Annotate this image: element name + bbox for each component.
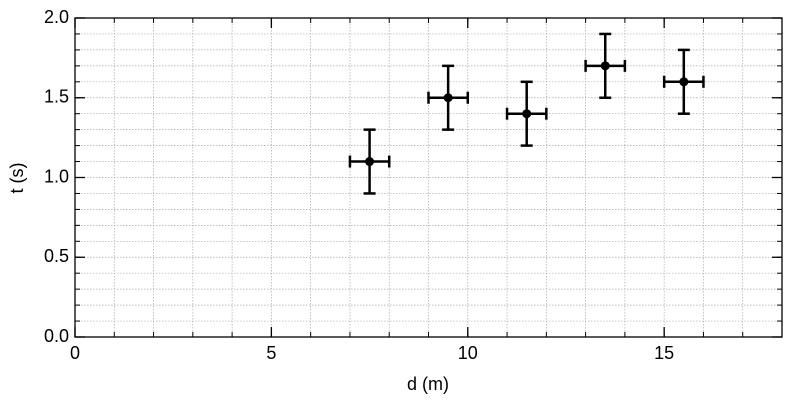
x-tick-label: 5 (266, 343, 276, 363)
y-axis-label: t (s) (7, 163, 27, 194)
y-tick-label: 2.0 (44, 7, 69, 27)
point (365, 157, 375, 167)
plot-frame (74, 17, 783, 338)
point (679, 77, 689, 87)
x-tick-label: 15 (654, 343, 674, 363)
x-tick-label: 10 (458, 343, 478, 363)
x-axis-label: d (m) (407, 374, 449, 394)
y-tick-label: 0.0 (44, 326, 69, 346)
x-tick-label: 0 (70, 343, 80, 363)
y-tick-label: 1.5 (44, 87, 69, 107)
y-tick-label: 1.0 (44, 166, 69, 186)
y-tick-label: 0.5 (44, 246, 69, 266)
point (600, 61, 610, 71)
point (522, 109, 532, 119)
point (443, 93, 453, 103)
